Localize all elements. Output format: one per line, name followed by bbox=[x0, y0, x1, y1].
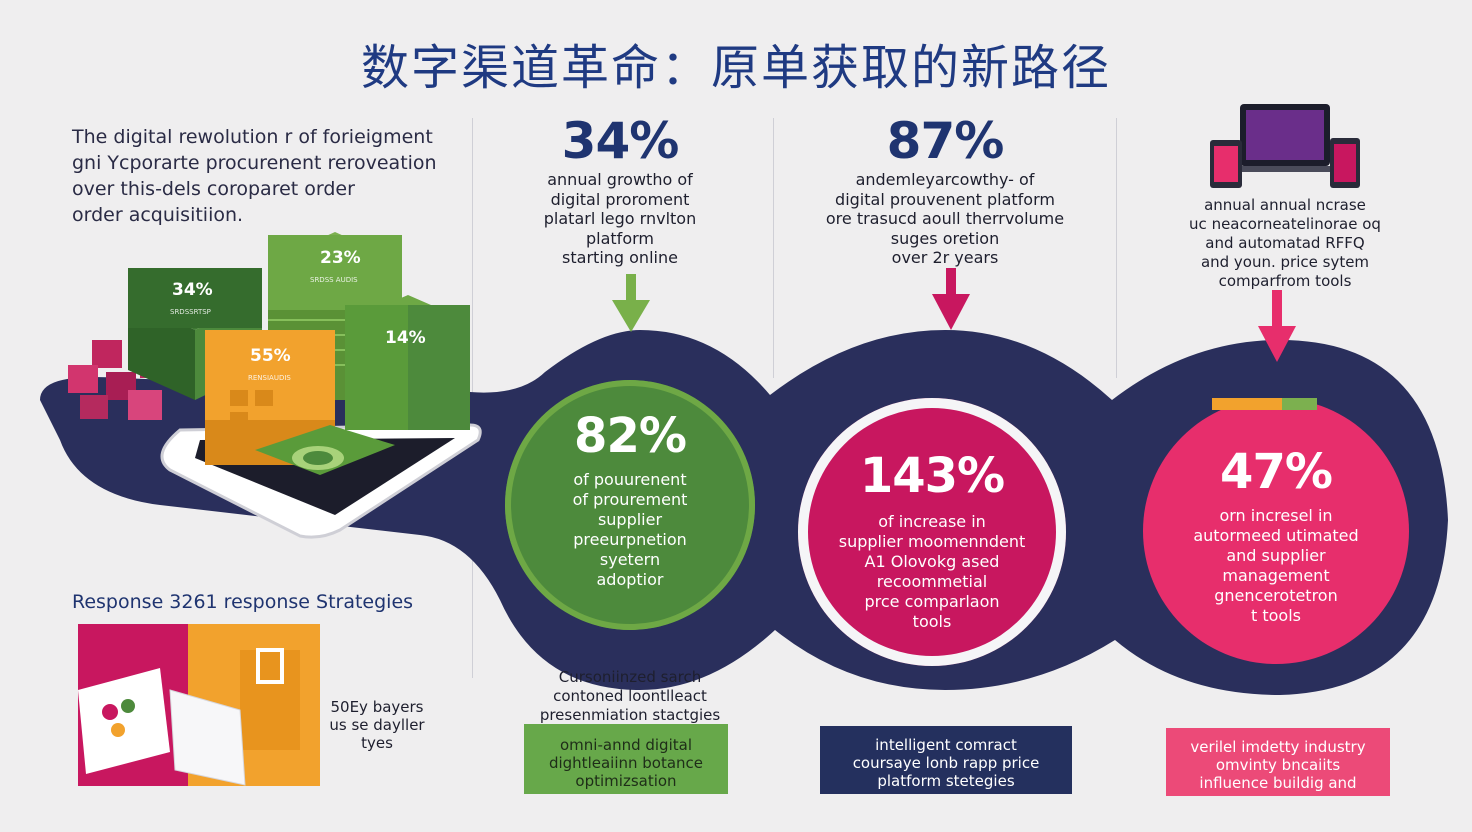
circle-text-green: 82% of pouurenent of prourement supplier… bbox=[505, 408, 755, 590]
stat-circle-magenta bbox=[798, 398, 1066, 666]
caption-line: Cursoniinzed sarch bbox=[558, 668, 702, 686]
devices-icon bbox=[1210, 104, 1360, 188]
stat-line: and automatad RFFQ bbox=[1205, 234, 1365, 252]
circle-text-magenta: 143% of increase in supplier moomenndent… bbox=[798, 448, 1066, 632]
cube-label: 14% bbox=[385, 328, 426, 348]
stat-circle-pink bbox=[1143, 398, 1409, 664]
circle-line: recoommetial bbox=[876, 572, 988, 591]
cube-label: 34% bbox=[172, 280, 213, 300]
circle-line: prce comparlaon bbox=[864, 592, 1000, 611]
arrow-down-icon bbox=[612, 274, 650, 332]
stat-line: annual annual ncrase bbox=[1204, 196, 1366, 214]
divider bbox=[1116, 118, 1117, 378]
stat-circle-green bbox=[505, 380, 755, 630]
circle-line: gnencerotetron bbox=[1214, 586, 1338, 605]
box-line: influence buildig and bbox=[1199, 774, 1357, 792]
response-heading: Response 3261 response Strategies bbox=[72, 591, 414, 613]
box-line: intelligent comract bbox=[875, 736, 1017, 754]
stat-value: 87% bbox=[886, 112, 1005, 170]
note-line: 50Ey bayers bbox=[330, 698, 424, 716]
stat-line: comparfrom tools bbox=[1218, 272, 1352, 290]
intro-text: The digital rewolution r of forieigment … bbox=[72, 124, 452, 228]
circle-line: orn incresel in bbox=[1219, 506, 1333, 525]
circle-text-pink: 47% orn incresel in autormeed utimated a… bbox=[1143, 444, 1409, 626]
circle-value: 47% bbox=[1220, 444, 1333, 500]
circle-line: preeurpnetion bbox=[573, 530, 687, 549]
circle-line: of prourement bbox=[572, 490, 688, 509]
stat-line: and youn. price sytem bbox=[1200, 253, 1370, 271]
intro-line: gni Ycporarte procurenent reroveation bbox=[72, 152, 437, 174]
cube-sublabel: SRDSSRTSP bbox=[170, 308, 211, 316]
strategy-box-green: omni-annd digital dightleaiinn botance o… bbox=[524, 724, 728, 794]
circle-line: autormeed utimated bbox=[1193, 526, 1359, 545]
stat-line: starting online bbox=[562, 248, 678, 267]
circle-line: and supplier bbox=[1226, 546, 1326, 565]
circle-line: adoptior bbox=[596, 570, 664, 589]
stat-line: digital proroment bbox=[550, 189, 690, 209]
box-line: omvinty bncaiits bbox=[1215, 756, 1341, 774]
stat-line: suges oretion bbox=[890, 228, 1000, 248]
stat-description: annual annual ncrase uc neacorneatelinor… bbox=[1170, 196, 1400, 291]
cube-label: 55% bbox=[250, 346, 291, 366]
box-line: coursaye lonb rapp price bbox=[852, 754, 1040, 772]
cube-14 bbox=[345, 295, 470, 430]
progress-arc-orange bbox=[1212, 398, 1282, 410]
box-line: optimizsation bbox=[575, 772, 677, 790]
divider bbox=[773, 118, 774, 378]
note-line: tyes bbox=[361, 734, 393, 752]
cube-sublabel: RENSIAUDIS bbox=[248, 374, 291, 382]
circle-line: syetern bbox=[599, 550, 661, 569]
stat-line: over 2r years bbox=[891, 248, 999, 267]
stat-value: 34% bbox=[561, 112, 680, 170]
cube-label: 23% bbox=[320, 248, 361, 268]
arrow-down-icon bbox=[932, 268, 970, 330]
stat-description: andemleyarcowthy- of digital prouvenent … bbox=[815, 170, 1075, 268]
circle-line: supplier moomenndent bbox=[838, 532, 1026, 551]
box-line: verilel imdetty industry bbox=[1190, 738, 1366, 756]
box-line: dightleaiinn botance bbox=[548, 754, 704, 772]
circle-value: 82% bbox=[574, 408, 687, 464]
strategy-box-pink: verilel imdetty industry omvinty bncaiit… bbox=[1166, 728, 1390, 796]
circle-line: of pouurenent bbox=[573, 470, 687, 489]
circle-line: management bbox=[1222, 566, 1330, 585]
money-icon bbox=[255, 425, 395, 475]
stat-line: digital prouvenent platform bbox=[835, 189, 1055, 209]
stat-line: annual growtho of bbox=[547, 170, 693, 189]
caption-line: presenmiation stactgies bbox=[539, 706, 721, 724]
strategy-box-navy: intelligent comract coursaye lonb rapp p… bbox=[820, 726, 1072, 794]
response-strategy-illustration bbox=[78, 624, 320, 786]
box-line: omni-annd digital bbox=[560, 736, 692, 754]
note-line: us se dayller bbox=[329, 716, 425, 734]
cube-sublabel: SRDSS AUDIS bbox=[310, 276, 358, 284]
stat-description: annual growtho of digital proroment plat… bbox=[500, 170, 740, 268]
circle-line: supplier bbox=[597, 510, 663, 529]
circle-line: A1 Olovokg ased bbox=[864, 552, 1000, 571]
stat-line: platarl lego rnvlton bbox=[543, 209, 697, 228]
intro-line: order acquisitiion. bbox=[72, 204, 244, 226]
stat-line: andemleyarcowthy- of bbox=[855, 170, 1035, 189]
stat-line: platform bbox=[586, 228, 654, 248]
bottom-caption: Cursoniinzed sarch contoned loontlleact … bbox=[510, 668, 750, 725]
intro-line: The digital rewolution r of forieigment bbox=[72, 126, 433, 148]
caption-line: contoned loontlleact bbox=[553, 687, 707, 705]
arrow-down-icon bbox=[1258, 290, 1296, 362]
page-title: 数字渠道革命：原单获取的新路径 bbox=[360, 40, 1111, 96]
response-note: 50Ey bayers us se dayller tyes bbox=[322, 698, 432, 752]
progress-arc-green bbox=[1282, 398, 1317, 410]
circle-value: 143% bbox=[859, 448, 1005, 504]
circle-line: tools bbox=[912, 612, 952, 631]
intro-line: over this-dels coroparet order bbox=[72, 178, 355, 200]
stat-line: ore trasucd aoull therrvolume bbox=[825, 209, 1065, 228]
stat-line: uc neacorneatelinorae oq bbox=[1189, 215, 1381, 233]
circle-line: t tools bbox=[1251, 606, 1301, 625]
box-line: platform stetegies bbox=[877, 772, 1015, 790]
circle-line: of increase in bbox=[878, 512, 986, 531]
